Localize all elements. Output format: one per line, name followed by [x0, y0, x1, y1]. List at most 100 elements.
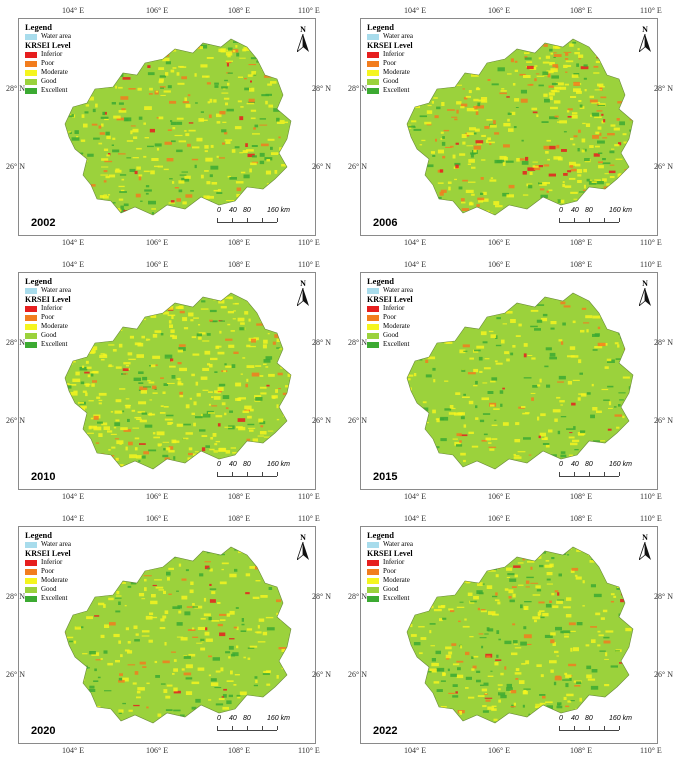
krsei-cell — [543, 44, 548, 47]
krsei-cell — [89, 425, 97, 429]
krsei-cell — [157, 445, 161, 447]
krsei-cell — [620, 312, 625, 315]
scale-tick — [574, 472, 575, 476]
krsei-cell — [157, 713, 162, 717]
krsei-cell — [130, 125, 136, 127]
krsei-cell — [545, 55, 551, 59]
krsei-cell — [246, 365, 255, 368]
lon-label-top: 110° E — [298, 6, 320, 15]
krsei-cell — [224, 412, 227, 416]
krsei-cell — [462, 396, 470, 398]
lat-label-left: 26° N — [348, 162, 367, 171]
krsei-cell — [237, 317, 245, 322]
krsei-cell — [600, 617, 605, 620]
krsei-cell — [619, 70, 627, 74]
krsei-cell — [418, 626, 425, 628]
krsei-cell — [240, 322, 245, 325]
krsei-cell — [477, 695, 485, 697]
krsei-cell — [623, 609, 629, 614]
krsei-cell — [569, 346, 576, 350]
krsei-cell — [534, 65, 538, 67]
lat-label-left: 26° N — [6, 416, 25, 425]
krsei-cell — [209, 568, 213, 572]
krsei-cell — [430, 310, 439, 314]
krsei-cell — [495, 335, 498, 339]
krsei-cell — [568, 630, 576, 632]
krsei-cell — [623, 658, 628, 661]
scale-line — [559, 726, 620, 731]
krsei-cell — [110, 584, 114, 587]
krsei-cell — [129, 168, 136, 172]
krsei-cell — [536, 319, 543, 323]
krsei-cell — [200, 638, 205, 642]
krsei-cell — [142, 299, 150, 302]
krsei-cell — [467, 163, 471, 165]
krsei-cell — [403, 203, 406, 205]
legend-swatch — [367, 87, 379, 94]
krsei-cell — [190, 581, 194, 585]
krsei-cell — [168, 320, 172, 324]
krsei-cell — [552, 45, 560, 49]
krsei-cell — [538, 455, 542, 458]
krsei-cell — [148, 93, 153, 95]
krsei-cell — [524, 52, 530, 55]
krsei-cell — [211, 591, 216, 595]
krsei-cell — [545, 444, 550, 448]
krsei-cell — [227, 545, 231, 546]
krsei-cell — [134, 437, 140, 440]
krsei-cell — [604, 574, 611, 576]
krsei-cell — [85, 579, 90, 582]
krsei-cell — [455, 392, 461, 395]
krsei-cell — [78, 677, 83, 680]
krsei-cell — [583, 168, 587, 173]
krsei-cell — [121, 294, 128, 297]
krsei-cell — [284, 121, 288, 124]
krsei-cell — [107, 365, 114, 367]
krsei-cell — [148, 412, 152, 416]
krsei-cell — [621, 192, 626, 194]
krsei-cell — [536, 547, 540, 548]
krsei-cell — [528, 454, 532, 456]
krsei-cell — [142, 37, 150, 39]
krsei-cell — [621, 559, 629, 563]
krsei-cell — [508, 128, 514, 132]
krsei-cell — [526, 643, 532, 645]
krsei-cell — [594, 89, 602, 91]
krsei-cell — [174, 134, 183, 137]
krsei-cell — [247, 657, 251, 660]
krsei-cell — [521, 406, 526, 408]
krsei-cell — [469, 357, 474, 360]
krsei-cell — [544, 634, 553, 638]
krsei-cell — [167, 212, 175, 215]
krsei-cell — [211, 396, 214, 398]
krsei-cell — [114, 597, 122, 599]
krsei-cell — [97, 559, 101, 562]
scale-bar: 0 40 80 160 km — [217, 715, 297, 735]
krsei-cell — [580, 41, 589, 43]
krsei-cell — [511, 586, 517, 588]
krsei-cell — [465, 687, 469, 689]
krsei-cell — [261, 143, 269, 147]
krsei-cell — [173, 687, 178, 692]
krsei-cell — [272, 189, 279, 193]
lat-label-right: 26° N — [312, 162, 331, 171]
krsei-cell — [141, 455, 146, 459]
krsei-cell — [251, 372, 260, 377]
krsei-cell — [549, 62, 555, 66]
krsei-cell — [220, 48, 226, 53]
krsei-cell — [622, 415, 625, 419]
krsei-cell — [278, 647, 287, 650]
krsei-cell — [247, 415, 252, 419]
krsei-cell — [612, 446, 619, 448]
krsei-cell — [259, 386, 267, 389]
krsei-cell — [235, 382, 242, 387]
krsei-cell — [538, 610, 545, 612]
krsei-cell — [539, 432, 546, 437]
krsei-cell — [199, 119, 208, 121]
krsei-cell — [145, 338, 149, 341]
krsei-cell — [530, 392, 536, 394]
krsei-cell — [130, 581, 137, 585]
krsei-cell — [194, 164, 197, 169]
krsei-cell — [463, 393, 466, 396]
krsei-cell — [75, 326, 82, 329]
